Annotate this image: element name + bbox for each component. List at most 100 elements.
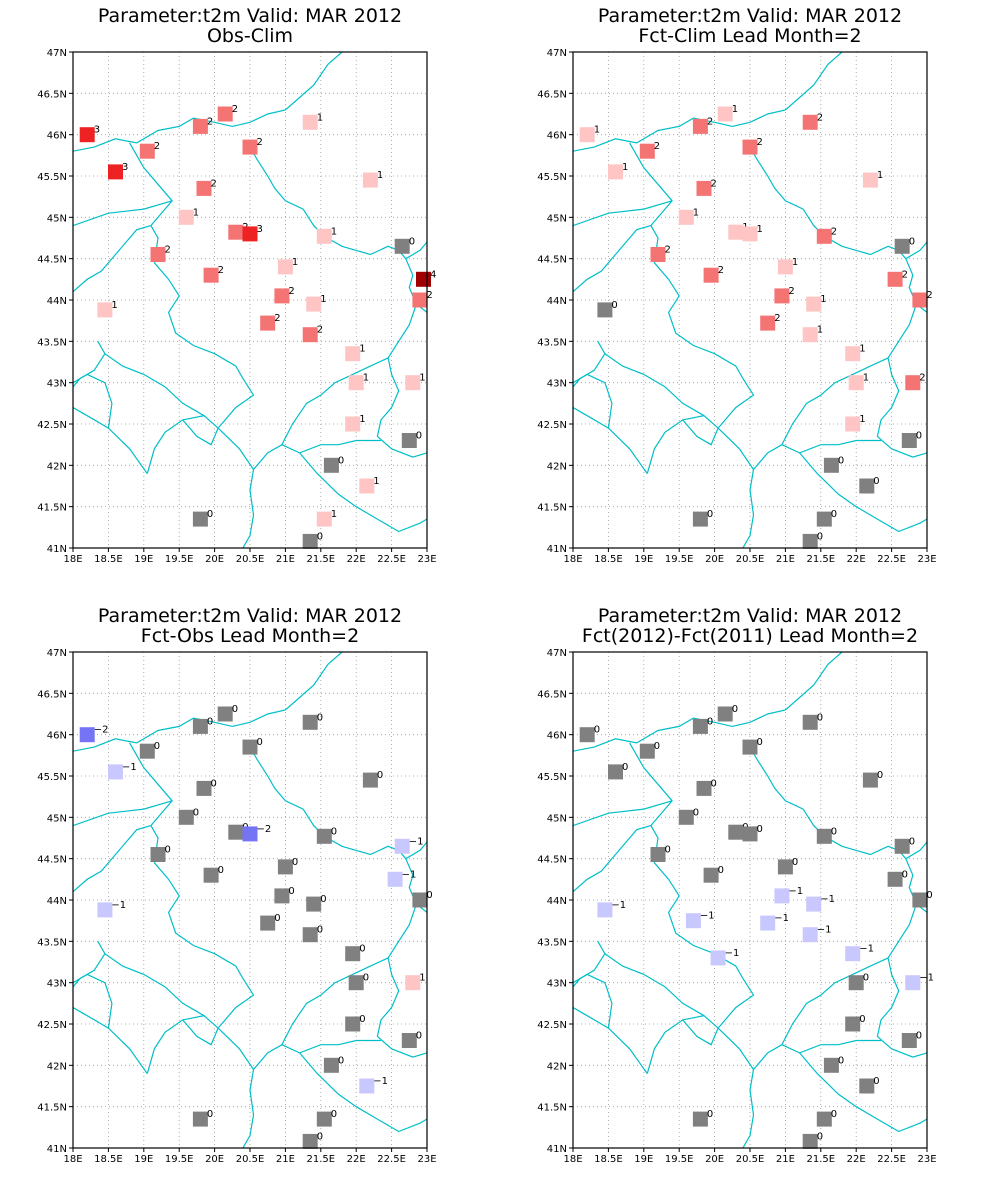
y-tick-label: 44N xyxy=(47,896,67,907)
y-tick-label: 43.5N xyxy=(37,937,67,948)
station-value-label: 0 xyxy=(838,1055,844,1066)
station-marker xyxy=(742,739,758,755)
border-line xyxy=(573,142,673,293)
station-marker xyxy=(362,772,378,788)
station-value-label: 0 xyxy=(207,716,213,727)
station-marker xyxy=(728,224,744,240)
station-value-label: 1 xyxy=(331,226,337,237)
station-marker xyxy=(108,764,123,780)
station-value-label: 0 xyxy=(317,531,323,542)
x-tick-label: 22.5E xyxy=(377,554,406,565)
border-line xyxy=(146,1015,254,1074)
x-tick-label: 23E xyxy=(417,554,436,565)
station-value-label: −1 xyxy=(409,836,424,847)
station-value-label: 2 xyxy=(317,325,323,336)
border-line xyxy=(682,1019,719,1046)
station-value-label: 0 xyxy=(831,1109,837,1120)
station-value-label: 0 xyxy=(707,1109,713,1120)
station-marker xyxy=(802,1133,818,1149)
station-marker xyxy=(316,828,332,844)
station-marker xyxy=(887,871,903,887)
station-marker xyxy=(401,1033,417,1048)
station-value-label: 0 xyxy=(331,826,337,837)
border-line xyxy=(573,953,606,988)
station-value-label: 0 xyxy=(416,1031,422,1042)
x-tick-label: 20E xyxy=(705,554,724,565)
y-tick-label: 41.5N xyxy=(537,503,567,514)
station-value-label: 1 xyxy=(732,104,738,115)
station-value-label: 0 xyxy=(909,236,915,247)
station-value-label: 2 xyxy=(207,116,213,127)
station-marker xyxy=(816,828,832,844)
station-value-label: 0 xyxy=(338,1055,344,1066)
station-value-label: 2 xyxy=(774,313,780,324)
border-line xyxy=(781,357,889,445)
station-value-label: 0 xyxy=(916,1031,922,1042)
station-marker xyxy=(228,224,244,240)
station-value-label: 2 xyxy=(919,373,925,384)
x-tick-label: 18E xyxy=(563,554,582,565)
station-value-label: 0 xyxy=(909,836,915,847)
x-tick-label: 20E xyxy=(205,554,224,565)
station-value-label: 2 xyxy=(426,290,432,301)
station-value-label: 1 xyxy=(359,344,365,355)
y-tick-label: 43.5N xyxy=(537,337,567,348)
x-tick-label: 23E xyxy=(917,554,936,565)
station-value-label: 0 xyxy=(292,857,298,868)
station-value-label: −1 xyxy=(859,944,874,955)
station-value-label: 2 xyxy=(757,137,763,148)
station-marker xyxy=(703,867,719,883)
station-value-label: 0 xyxy=(320,894,326,905)
station-marker xyxy=(862,772,878,788)
station-marker xyxy=(394,238,410,254)
station-value-label: 0 xyxy=(154,741,160,752)
x-tick-label: 21.5E xyxy=(807,1154,836,1165)
y-tick-label: 41N xyxy=(547,1144,567,1155)
station-marker xyxy=(777,859,793,875)
station-value-label: 2 xyxy=(831,226,837,237)
station-marker xyxy=(274,288,290,304)
station-value-label: 0 xyxy=(902,869,908,880)
border-line xyxy=(73,973,113,1029)
station-value-label: 0 xyxy=(665,845,671,856)
station-value-label: 1 xyxy=(193,207,199,218)
station-value-label: 0 xyxy=(622,762,628,773)
station-value-label: 0 xyxy=(218,865,224,876)
x-tick-label: 22.5E xyxy=(877,1154,906,1165)
y-tick-label: 47N xyxy=(47,648,67,659)
panel-title-line2: Fct-Clim Lead Month=2 xyxy=(638,25,861,47)
station-value-label: 0 xyxy=(877,770,883,781)
station-marker xyxy=(823,1057,839,1073)
station-value-label: 1 xyxy=(377,170,383,181)
station-value-label: 0 xyxy=(207,509,213,520)
station-marker xyxy=(760,315,776,331)
station-value-label: 2 xyxy=(817,112,823,123)
station-markers: −2−100000000−200000000−10−1−10001000−100… xyxy=(79,704,433,1149)
station-value-label: 0 xyxy=(207,1109,213,1120)
station-value-label: 2 xyxy=(711,178,717,189)
station-marker xyxy=(639,743,655,759)
x-tick-label: 18.5E xyxy=(94,554,123,565)
station-value-label: 1 xyxy=(419,973,425,984)
border-line xyxy=(905,241,927,260)
y-tick-label: 42.5N xyxy=(537,420,567,431)
station-marker xyxy=(348,975,364,991)
station-marker xyxy=(228,824,244,840)
border-line xyxy=(573,652,843,752)
station-value-label: 0 xyxy=(654,741,660,752)
station-value-label: −1 xyxy=(817,925,832,936)
station-marker xyxy=(192,118,208,134)
station-marker xyxy=(302,114,318,130)
station-marker xyxy=(196,780,212,796)
station-marker xyxy=(650,247,666,262)
station-marker xyxy=(894,238,910,254)
station-marker xyxy=(848,375,864,391)
gridlines xyxy=(573,52,927,548)
station-marker xyxy=(405,375,421,391)
station-value-label: 0 xyxy=(338,455,344,466)
station-value-label: 2 xyxy=(257,137,263,148)
border-line xyxy=(249,146,427,313)
station-marker xyxy=(316,511,332,527)
